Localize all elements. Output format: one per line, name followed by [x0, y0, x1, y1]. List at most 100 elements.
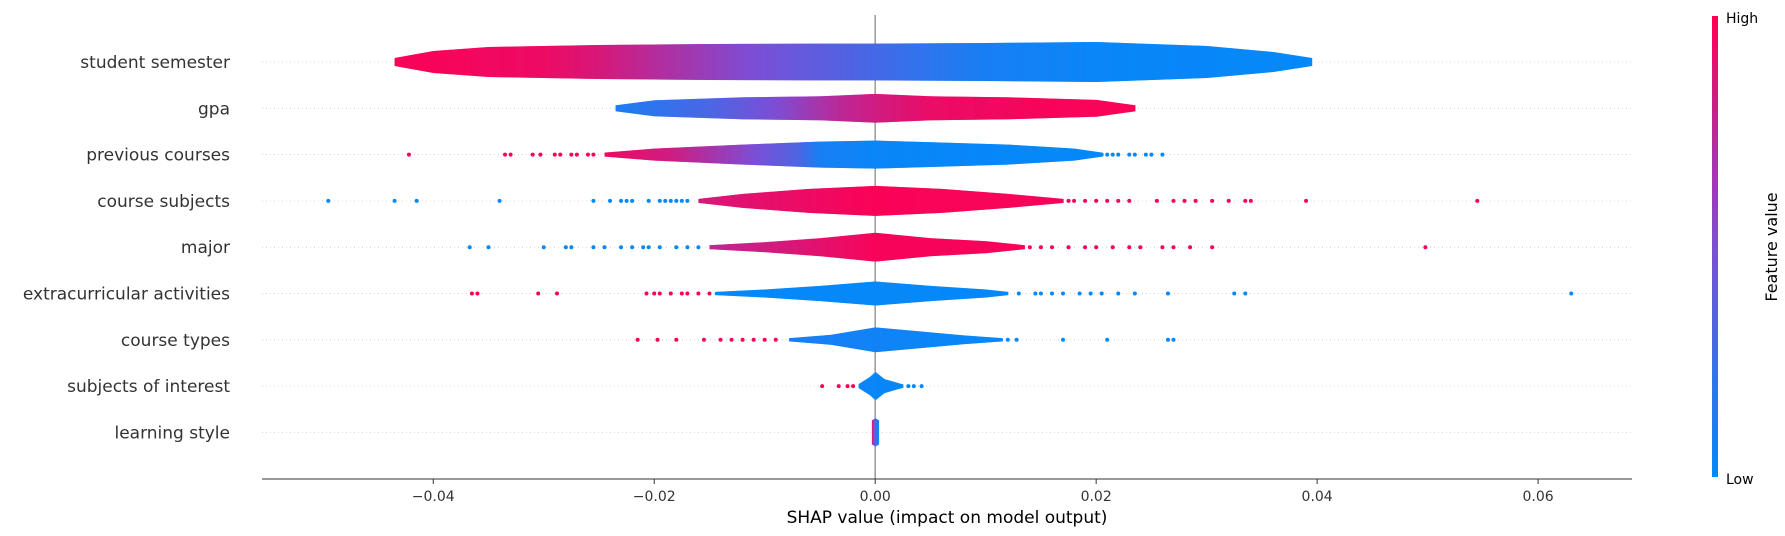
dot-course-subjects-28: [1226, 198, 1231, 203]
dot-extracurricular-activities-8: [679, 291, 684, 296]
violin-learning-style: [871, 418, 880, 447]
x-axis-title: SHAP value (impact on model output): [787, 508, 1108, 528]
dot-extracurricular-activities-7: [668, 291, 673, 296]
dot-previous-courses-11: [1099, 152, 1104, 157]
violins: [394, 42, 1313, 447]
violin-major: [709, 232, 1025, 262]
dot-previous-courses-8: [574, 152, 579, 157]
dot-course-subjects-29: [1243, 198, 1248, 203]
dot-previous-courses-1: [503, 152, 508, 157]
x-tick-label: 0.02: [1081, 489, 1112, 505]
dot-course-types-2: [674, 337, 679, 342]
dot-extracurricular-activities-12: [1016, 291, 1021, 296]
dot-course-subjects-20: [1105, 198, 1110, 203]
dot-course-types-7: [751, 337, 756, 342]
dot-previous-courses-7: [569, 152, 574, 157]
dot-course-subjects-0: [326, 198, 331, 203]
dot-major-21: [1110, 245, 1115, 250]
dot-course-types-14: [1165, 337, 1170, 342]
dot-course-subjects-30: [1248, 198, 1253, 203]
dot-major-4: [569, 245, 574, 250]
dot-major-2: [541, 245, 546, 250]
dot-major-3: [563, 245, 568, 250]
outlier-dots: [326, 152, 1574, 389]
feature-label-gpa: gpa: [198, 99, 230, 119]
dot-extracurricular-activities-9: [685, 291, 690, 296]
dot-course-types-3: [701, 337, 706, 342]
dot-extracurricular-activities-25: [1569, 291, 1574, 296]
violin-student-semester: [394, 42, 1313, 82]
dot-extracurricular-activities-14: [1038, 291, 1043, 296]
dot-course-subjects-1: [392, 198, 397, 203]
violin-previous-courses: [604, 140, 1103, 169]
colorbar-high-label: High: [1726, 11, 1758, 27]
dot-major-6: [602, 245, 607, 250]
colorbar-low-label: Low: [1726, 472, 1754, 488]
violin-extracurricular-activities: [714, 281, 1009, 306]
dot-previous-courses-19: [1160, 152, 1165, 157]
dot-course-types-13: [1105, 337, 1110, 342]
feature-label-learning-style: learning style: [114, 423, 230, 443]
violin-course-subjects: [698, 185, 1064, 216]
dot-course-subjects-13: [674, 198, 679, 203]
dot-major-24: [1160, 245, 1165, 250]
dot-extracurricular-activities-5: [652, 291, 657, 296]
feature-label-course-types: course types: [121, 331, 230, 351]
dot-course-subjects-5: [608, 198, 613, 203]
dot-course-subjects-12: [668, 198, 673, 203]
dot-major-19: [1083, 245, 1088, 250]
dot-course-subjects-14: [679, 198, 684, 203]
dot-course-subjects-19: [1094, 198, 1099, 203]
dot-previous-courses-10: [591, 152, 596, 157]
dot-extracurricular-activities-2: [536, 291, 541, 296]
x-tick-label: −0.04: [412, 489, 455, 505]
dot-extracurricular-activities-19: [1099, 291, 1104, 296]
dot-previous-courses-14: [1116, 152, 1121, 157]
x-tick-label: −0.02: [633, 489, 676, 505]
dot-extracurricular-activities-23: [1232, 291, 1237, 296]
dot-major-1: [486, 245, 491, 250]
dot-course-subjects-25: [1182, 198, 1187, 203]
dot-previous-courses-2: [508, 152, 513, 157]
dot-subjects-of-interest-3: [851, 384, 856, 389]
dot-major-23: [1138, 245, 1143, 250]
feature-label-previous-courses: previous courses: [86, 146, 230, 166]
dot-major-25: [1171, 245, 1176, 250]
dot-previous-courses-13: [1110, 152, 1115, 157]
dot-course-subjects-10: [657, 198, 662, 203]
dot-extracurricular-activities-4: [644, 291, 649, 296]
x-tick-label: 0.00: [860, 489, 891, 505]
feature-label-student-semester: student semester: [80, 53, 230, 73]
dot-course-subjects-4: [591, 198, 596, 203]
dot-course-subjects-2: [414, 198, 419, 203]
dot-course-types-1: [655, 337, 660, 342]
dot-subjects-of-interest-5: [911, 384, 916, 389]
dot-major-5: [591, 245, 596, 250]
dot-extracurricular-activities-24: [1243, 291, 1248, 296]
dot-extracurricular-activities-21: [1132, 291, 1137, 296]
dot-course-subjects-21: [1116, 198, 1121, 203]
dot-subjects-of-interest-4: [906, 384, 911, 389]
feature-labels: student semester gpa previous courses cours…: [23, 53, 230, 443]
dot-course-types-6: [740, 337, 745, 342]
dot-previous-courses-12: [1105, 152, 1110, 157]
dot-course-types-0: [635, 337, 640, 342]
dot-previous-courses-5: [552, 152, 557, 157]
dot-course-types-11: [1014, 337, 1019, 342]
dot-major-17: [1049, 245, 1054, 250]
feature-label-subjects-of-interest: subjects of interest: [67, 377, 230, 397]
violin-subjects-of-interest: [858, 372, 904, 400]
dot-extracurricular-activities-6: [657, 291, 662, 296]
dot-course-subjects-31: [1304, 198, 1309, 203]
dot-subjects-of-interest-0: [820, 384, 825, 389]
dot-extracurricular-activities-16: [1061, 291, 1066, 296]
feature-label-extracurricular-activities: extracurricular activities: [23, 285, 230, 305]
dot-course-subjects-8: [630, 198, 635, 203]
feature-label-course-subjects: course subjects: [97, 192, 230, 212]
dot-extracurricular-activities-18: [1088, 291, 1093, 296]
dot-major-16: [1038, 245, 1043, 250]
dot-major-20: [1094, 245, 1099, 250]
dot-previous-courses-0: [406, 152, 411, 157]
dot-course-subjects-11: [663, 198, 668, 203]
